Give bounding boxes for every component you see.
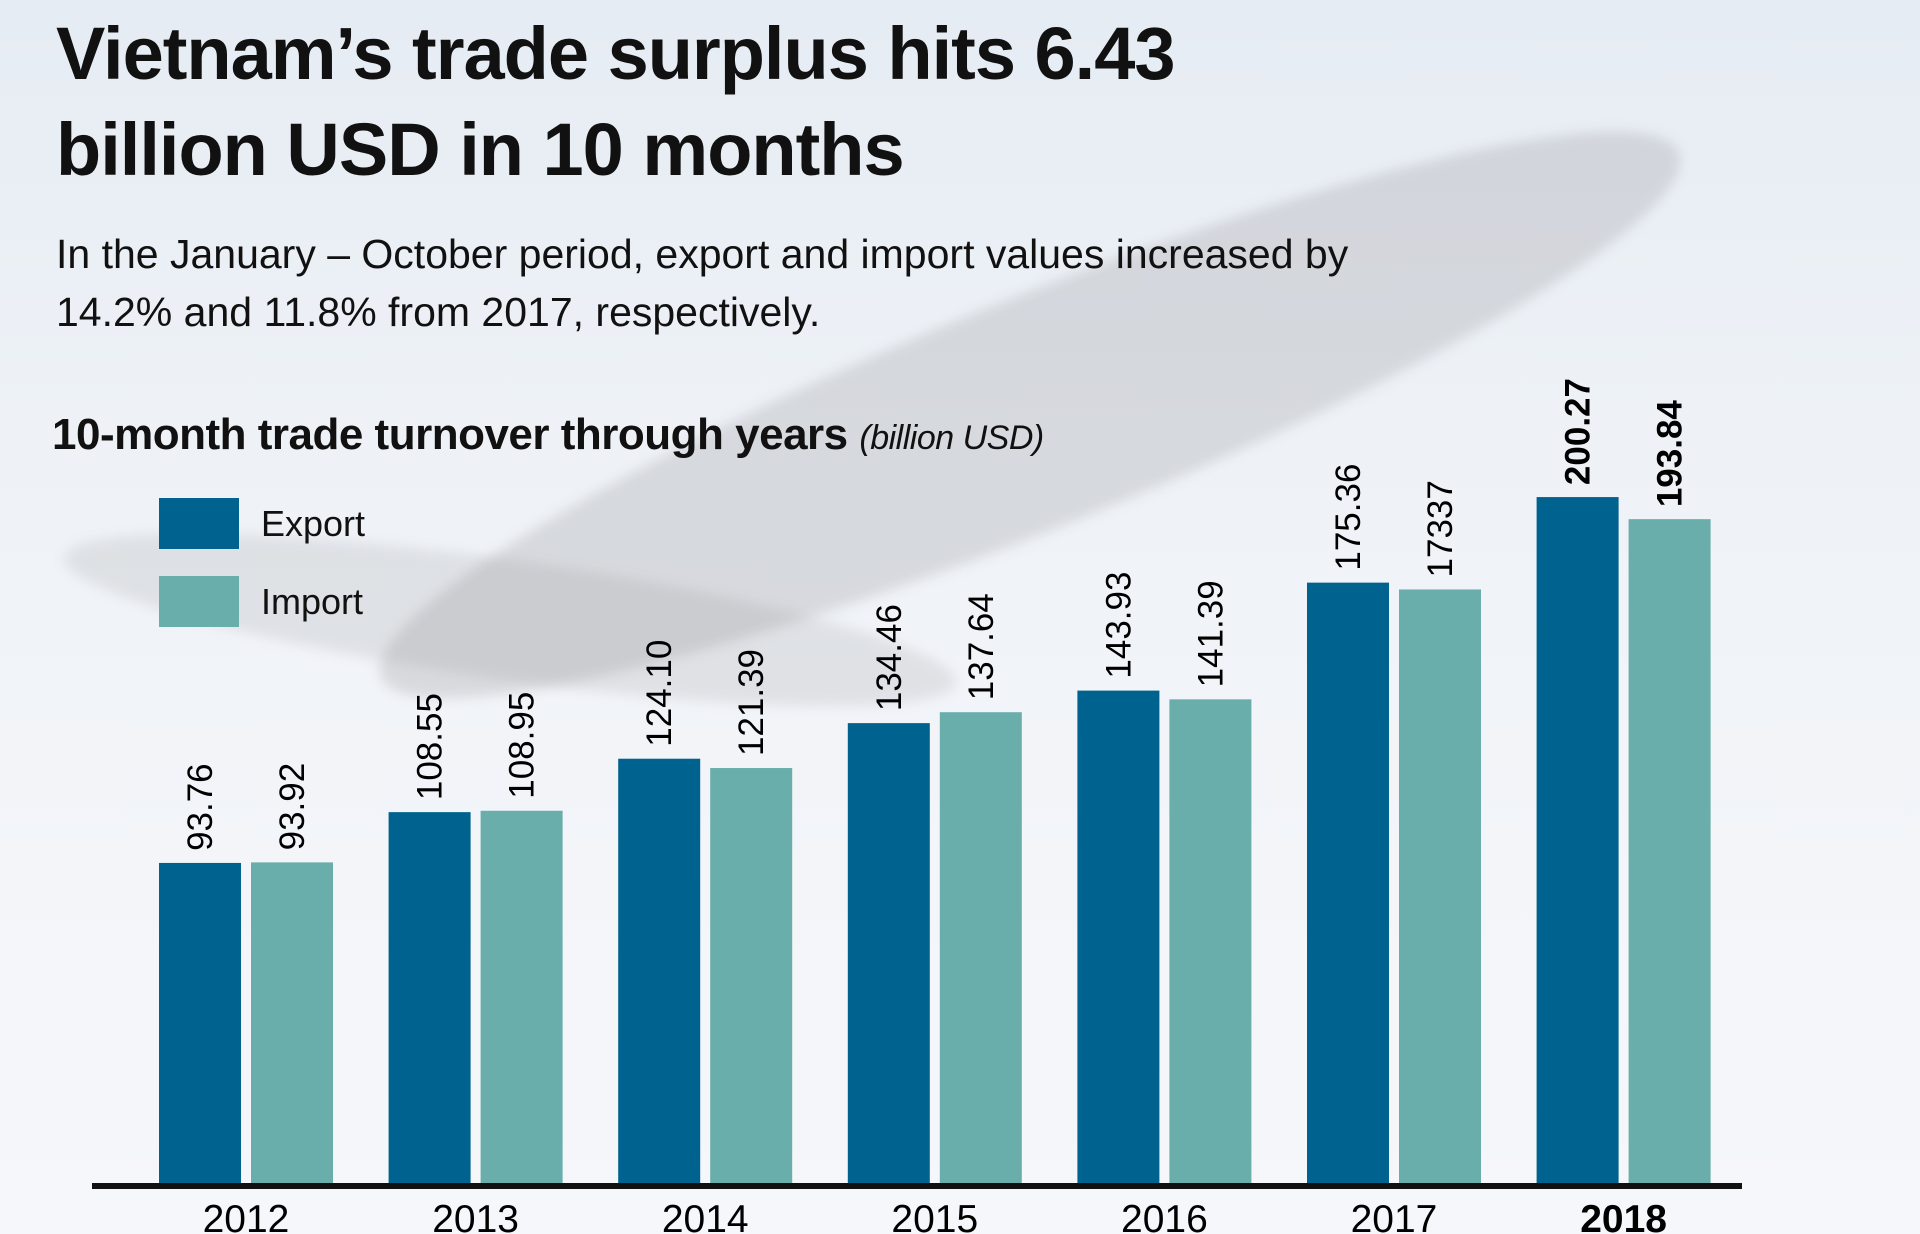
subtitle-line-1: In the January – October period, export … (56, 231, 1349, 277)
subtitle-line-2: 14.2% and 11.8% from 2017, respectively. (56, 289, 821, 335)
value-label-export-2018: 200.27 (1559, 378, 1598, 485)
bar-export-2012 (159, 862, 241, 1185)
chart-title-text: 10-month trade turnover through years (52, 410, 848, 459)
chart-unit: (billion USD) (859, 419, 1044, 457)
value-label-import-2016: 141.39 (1191, 580, 1230, 687)
x-axis-line (92, 1183, 1742, 1189)
bar-import-2015 (939, 712, 1022, 1185)
value-label-export-2013: 108.55 (411, 693, 450, 800)
x-tick-label-2016: 2016 (1121, 1198, 1208, 1234)
legend-label-export: Export (261, 502, 366, 544)
legend-label-import: Import (261, 580, 364, 622)
bar-import-2014 (710, 768, 793, 1185)
title-line-2: billion USD in 10 months (56, 108, 905, 191)
value-label-import-2015: 137.64 (962, 593, 1001, 700)
value-label-export-2015: 134.46 (870, 604, 909, 711)
bar-export-2015 (847, 723, 930, 1185)
x-tick-label-2017: 2017 (1351, 1198, 1438, 1234)
value-label-import-2013: 108.95 (503, 692, 542, 799)
bar-export-2018 (1536, 497, 1619, 1186)
x-tick-label-2012: 2012 (203, 1198, 290, 1234)
subtitle: In the January – October period, export … (56, 225, 1348, 341)
x-tick-label-2014: 2014 (662, 1198, 749, 1234)
bar-export-2017 (1307, 582, 1389, 1185)
title-line-1: Vietnam’s trade surplus hits 6.43 (56, 12, 1176, 95)
bar-import-2018 (1628, 519, 1711, 1185)
bar-import-2013 (480, 810, 563, 1185)
legend-swatch-import (159, 576, 239, 627)
value-label-import-2017: 17337 (1421, 480, 1460, 577)
x-tick-label-2018: 2018 (1580, 1198, 1667, 1234)
value-label-export-2012: 93.76 (181, 763, 220, 851)
value-label-export-2016: 143.93 (1099, 572, 1138, 679)
legend-item-export: Export (159, 498, 365, 549)
bar-import-2012 (251, 862, 333, 1185)
bar-export-2013 (388, 812, 471, 1185)
value-label-export-2014: 124.10 (640, 640, 679, 747)
bar-export-2016 (1077, 690, 1160, 1185)
page-title: Vietnam’s trade surplus hits 6.43 billio… (56, 6, 1176, 198)
legend-swatch-export (159, 498, 239, 549)
x-tick-label-2015: 2015 (891, 1198, 978, 1234)
legend-item-import: Import (159, 576, 363, 627)
bar-export-2014 (618, 758, 701, 1185)
chart-title: 10-month trade turnover through years (b… (52, 410, 1044, 460)
bar-import-2017 (1399, 589, 1481, 1185)
value-label-import-2014: 121.39 (732, 649, 771, 756)
bar-import-2016 (1169, 699, 1252, 1185)
x-tick-label-2013: 2013 (432, 1198, 519, 1234)
value-label-import-2012: 93.92 (273, 763, 312, 851)
value-label-export-2017: 175.36 (1329, 464, 1368, 571)
value-label-import-2018: 193.84 (1651, 400, 1690, 508)
